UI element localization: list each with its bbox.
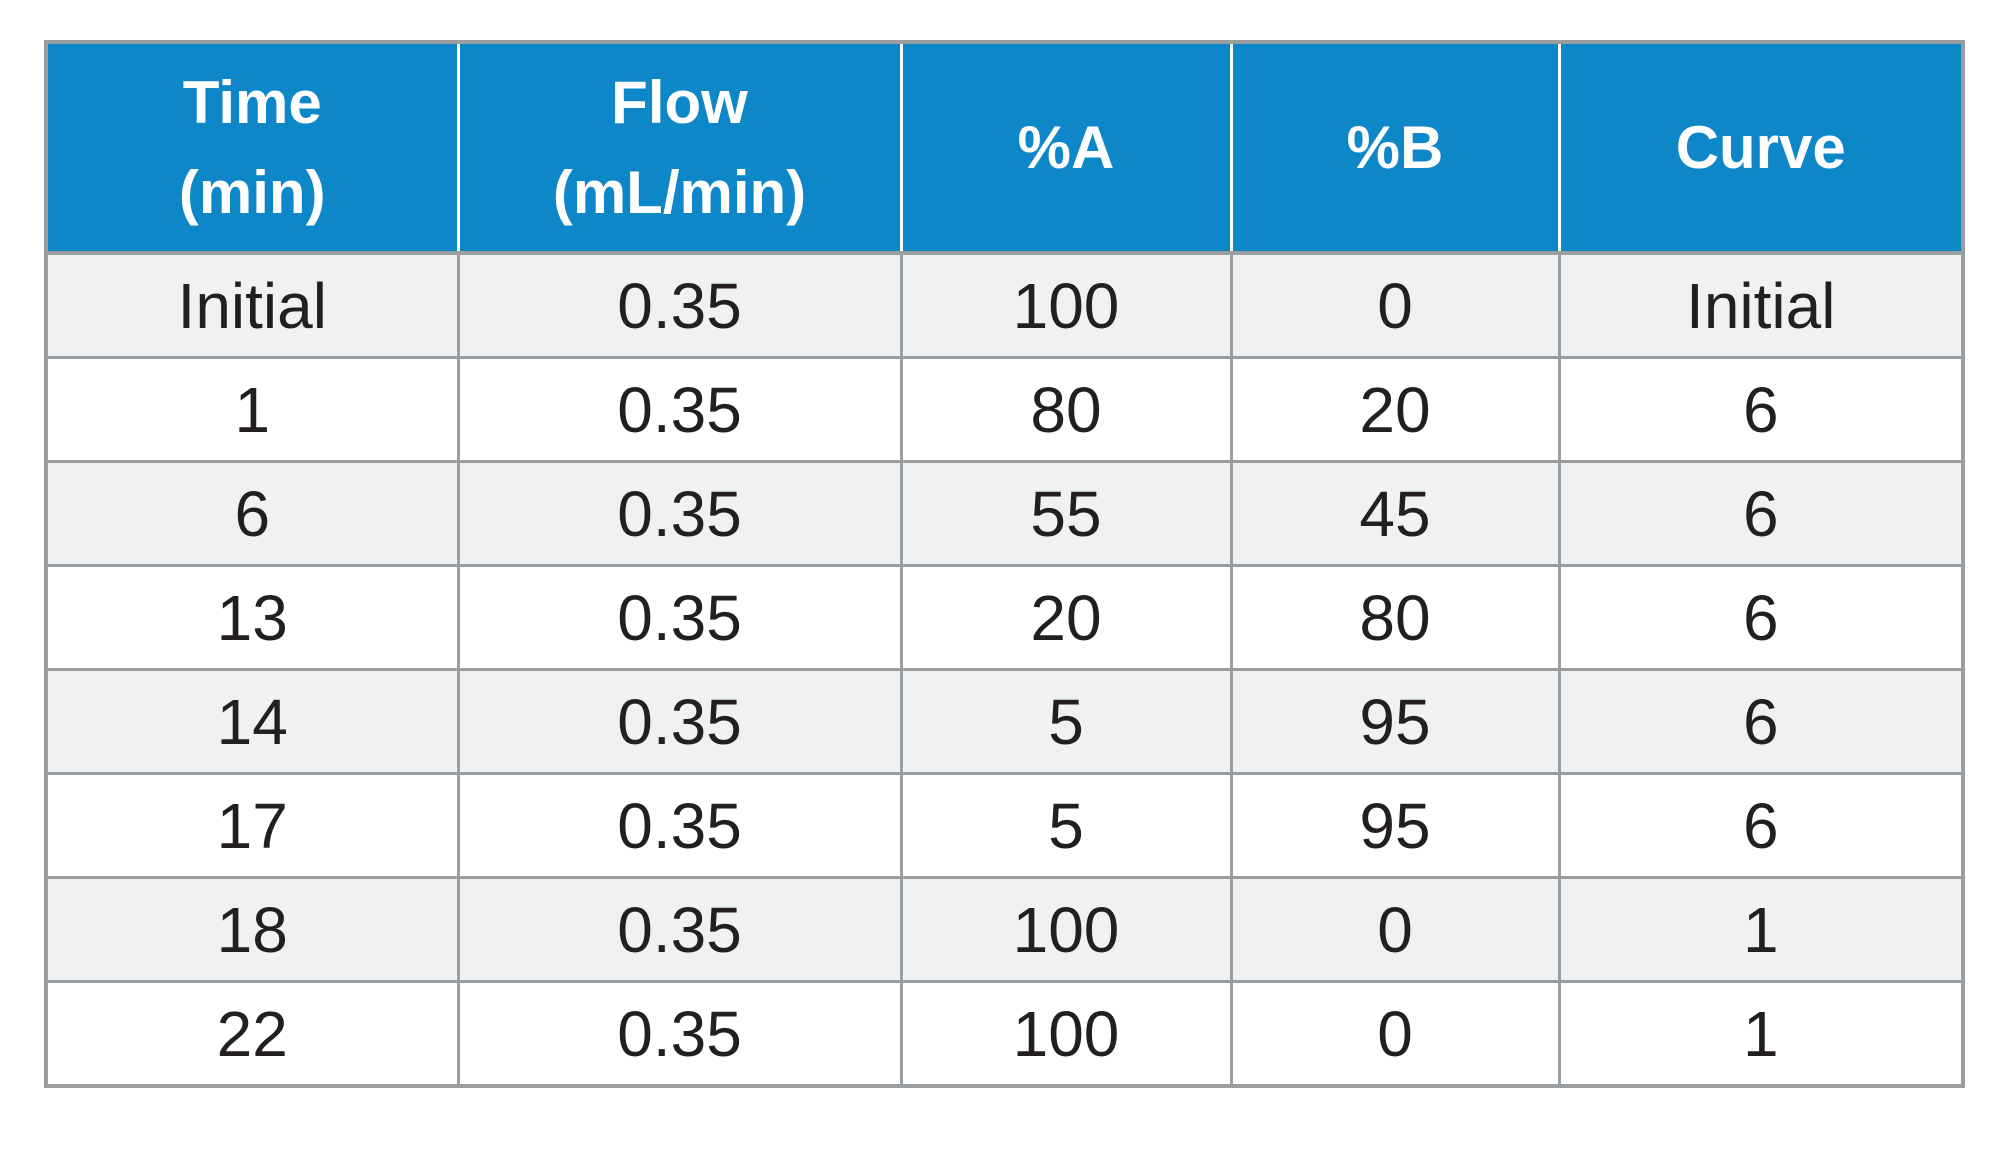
cell-flow: 0.35 <box>456 876 903 983</box>
cell-percent-b: 45 <box>1229 460 1561 567</box>
cell-time: Initial <box>44 251 460 359</box>
cell-curve: 6 <box>1557 772 1965 879</box>
cell-flow: 0.35 <box>456 980 903 1088</box>
cell-percent-b: 20 <box>1229 356 1561 463</box>
cell-time: 1 <box>44 356 460 463</box>
table-row: 22 0.35 100 0 1 <box>44 980 1965 1088</box>
cell-curve: 6 <box>1557 668 1965 775</box>
cell-percent-a: 100 <box>899 251 1233 359</box>
table-row: 18 0.35 100 0 1 <box>44 876 1965 983</box>
cell-time: 13 <box>44 564 460 671</box>
col-header-curve: Curve <box>1557 40 1965 255</box>
cell-time: 6 <box>44 460 460 567</box>
cell-percent-a: 80 <box>899 356 1233 463</box>
cell-flow: 0.35 <box>456 668 903 775</box>
cell-curve: 6 <box>1557 564 1965 671</box>
gradient-table: Time (min) Flow (mL/min) %A %B Curve Ini… <box>44 40 1965 1088</box>
col-header-flow: Flow (mL/min) <box>456 40 901 255</box>
table-row: 13 0.35 20 80 6 <box>44 564 1965 671</box>
cell-percent-a: 100 <box>899 980 1233 1088</box>
cell-flow: 0.35 <box>456 460 903 567</box>
cell-curve: 1 <box>1557 876 1965 983</box>
table-row: 1 0.35 80 20 6 <box>44 356 1965 463</box>
cell-percent-a: 20 <box>899 564 1233 671</box>
cell-time: 14 <box>44 668 460 775</box>
cell-time: 17 <box>44 772 460 879</box>
cell-percent-a: 5 <box>899 668 1233 775</box>
cell-percent-a: 55 <box>899 460 1233 567</box>
cell-curve: 6 <box>1557 356 1965 463</box>
col-header-time: Time (min) <box>44 40 458 255</box>
cell-percent-b: 95 <box>1229 668 1561 775</box>
cell-percent-a: 5 <box>899 772 1233 879</box>
cell-curve: Initial <box>1557 251 1965 359</box>
col-header-percent-b: %B <box>1229 40 1559 255</box>
header-row: Time (min) Flow (mL/min) %A %B Curve <box>44 40 1965 255</box>
table-row: Initial 0.35 100 0 Initial <box>44 251 1965 359</box>
cell-percent-a: 100 <box>899 876 1233 983</box>
cell-flow: 0.35 <box>456 564 903 671</box>
cell-percent-b: 80 <box>1229 564 1561 671</box>
cell-curve: 1 <box>1557 980 1965 1088</box>
cell-flow: 0.35 <box>456 356 903 463</box>
cell-flow: 0.35 <box>456 772 903 879</box>
table-row: 14 0.35 5 95 6 <box>44 668 1965 775</box>
table-row: 17 0.35 5 95 6 <box>44 772 1965 879</box>
cell-percent-b: 0 <box>1229 251 1561 359</box>
cell-time: 18 <box>44 876 460 983</box>
cell-curve: 6 <box>1557 460 1965 567</box>
col-header-percent-a: %A <box>899 40 1231 255</box>
cell-percent-b: 95 <box>1229 772 1561 879</box>
cell-time: 22 <box>44 980 460 1088</box>
table-row: 6 0.35 55 45 6 <box>44 460 1965 567</box>
cell-percent-b: 0 <box>1229 980 1561 1088</box>
cell-percent-b: 0 <box>1229 876 1561 983</box>
cell-flow: 0.35 <box>456 251 903 359</box>
